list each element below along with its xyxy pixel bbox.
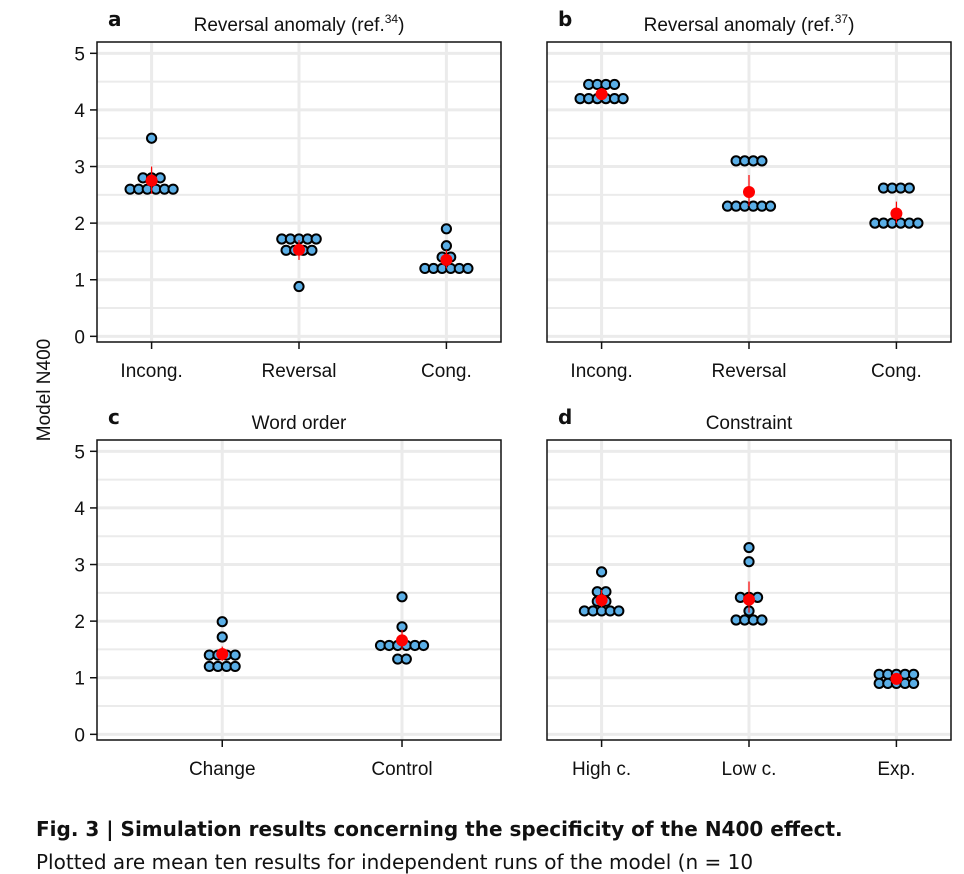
mean-point [145,174,158,187]
y-tick-label: 4 [74,499,85,520]
data-point [764,200,777,212]
data-point [613,605,625,617]
panel-letter: b [558,7,572,31]
data-point [908,677,920,689]
panel-letter: d [558,405,572,429]
mean-point [216,647,229,660]
data-point [595,566,608,578]
data-point [908,668,920,680]
x-tick-label: Change [189,759,256,780]
panel-title: Word order [252,413,347,434]
data-point [756,155,768,167]
y-tick-label: 3 [74,158,85,179]
panel-d: High c. Low c. Exp. d Constraint [546,405,952,780]
y-tick-label: 3 [74,556,85,577]
x-tick-label: Low c. [722,759,777,780]
y-tick-label: 1 [74,271,85,292]
data-point [293,280,305,293]
data-point [306,244,318,256]
data-point [756,614,768,626]
dot-layer [578,541,920,689]
panel-b: Incong. Reversal Cong. b Reversal anomaly (r… [546,7,952,382]
panel-title: Reversal anomaly (ref.34) [194,12,405,36]
plot-area [97,440,501,740]
data-point [743,541,755,554]
data-point [229,660,241,673]
mean-point [440,253,453,266]
x-tick-label: Control [371,759,432,780]
mean-point [743,593,755,606]
data-point [617,93,629,105]
x-tick-label: Cong. [871,361,922,382]
mean-point [890,672,903,685]
x-tick-label: Exp. [877,759,915,780]
panel-title: Constraint [706,413,793,434]
data-point [216,631,228,643]
data-point [743,556,755,568]
y-tick-label: 1 [74,669,85,690]
data-point [167,183,179,195]
x-tick-label: Incong. [120,361,182,382]
panel-title: Reversal anomaly (ref.37) [644,12,855,36]
data-point [903,182,915,194]
mean-point [743,186,755,198]
y-axis-label: Model N400 [34,339,55,441]
y-tick-label: 4 [74,101,85,122]
panel-border [96,439,502,741]
data-point [912,217,924,229]
data-point [462,262,474,275]
y-tick-label: 5 [74,442,85,463]
mean-point [595,88,608,101]
data-point [216,616,228,628]
y-tick-label: 0 [74,327,85,348]
figure-caption-line2: Plotted are mean ten results for indepen… [36,850,754,874]
data-point [396,591,408,603]
x-tick-label: Cong. [421,361,472,382]
data-point [400,653,412,665]
mean-point [293,243,305,256]
dot-layer [203,591,430,673]
y-tick-label: 5 [74,44,85,65]
panel-letter: c [108,405,120,429]
x-tick-label: Reversal [262,361,337,382]
data-point [145,132,158,144]
dot-layer [574,78,924,229]
data-point [608,78,621,91]
data-point [310,233,322,245]
x-tick-label: Incong. [570,361,632,382]
panel-a: Incong. Reversal Cong. 0 1 2 3 4 5 a Reversal anom… [74,7,502,382]
panel-letter: a [108,7,122,31]
y-tick-label: 2 [74,214,85,235]
figure-caption: Fig. 3 | Simulation results concerning t… [36,817,843,841]
y-tick-label: 0 [74,725,85,746]
data-point [229,649,241,661]
x-tick-label: Reversal [712,361,787,382]
mean-point [595,594,608,607]
panel-c: Change Control 0 1 2 3 4 5 c Word order [74,405,502,780]
y-tick-label: 2 [74,612,85,633]
mean-point [396,634,409,647]
data-point [417,639,430,652]
data-point [440,240,453,252]
x-tick-label: High c. [572,759,631,780]
data-point [440,223,453,235]
mean-point [890,207,903,220]
